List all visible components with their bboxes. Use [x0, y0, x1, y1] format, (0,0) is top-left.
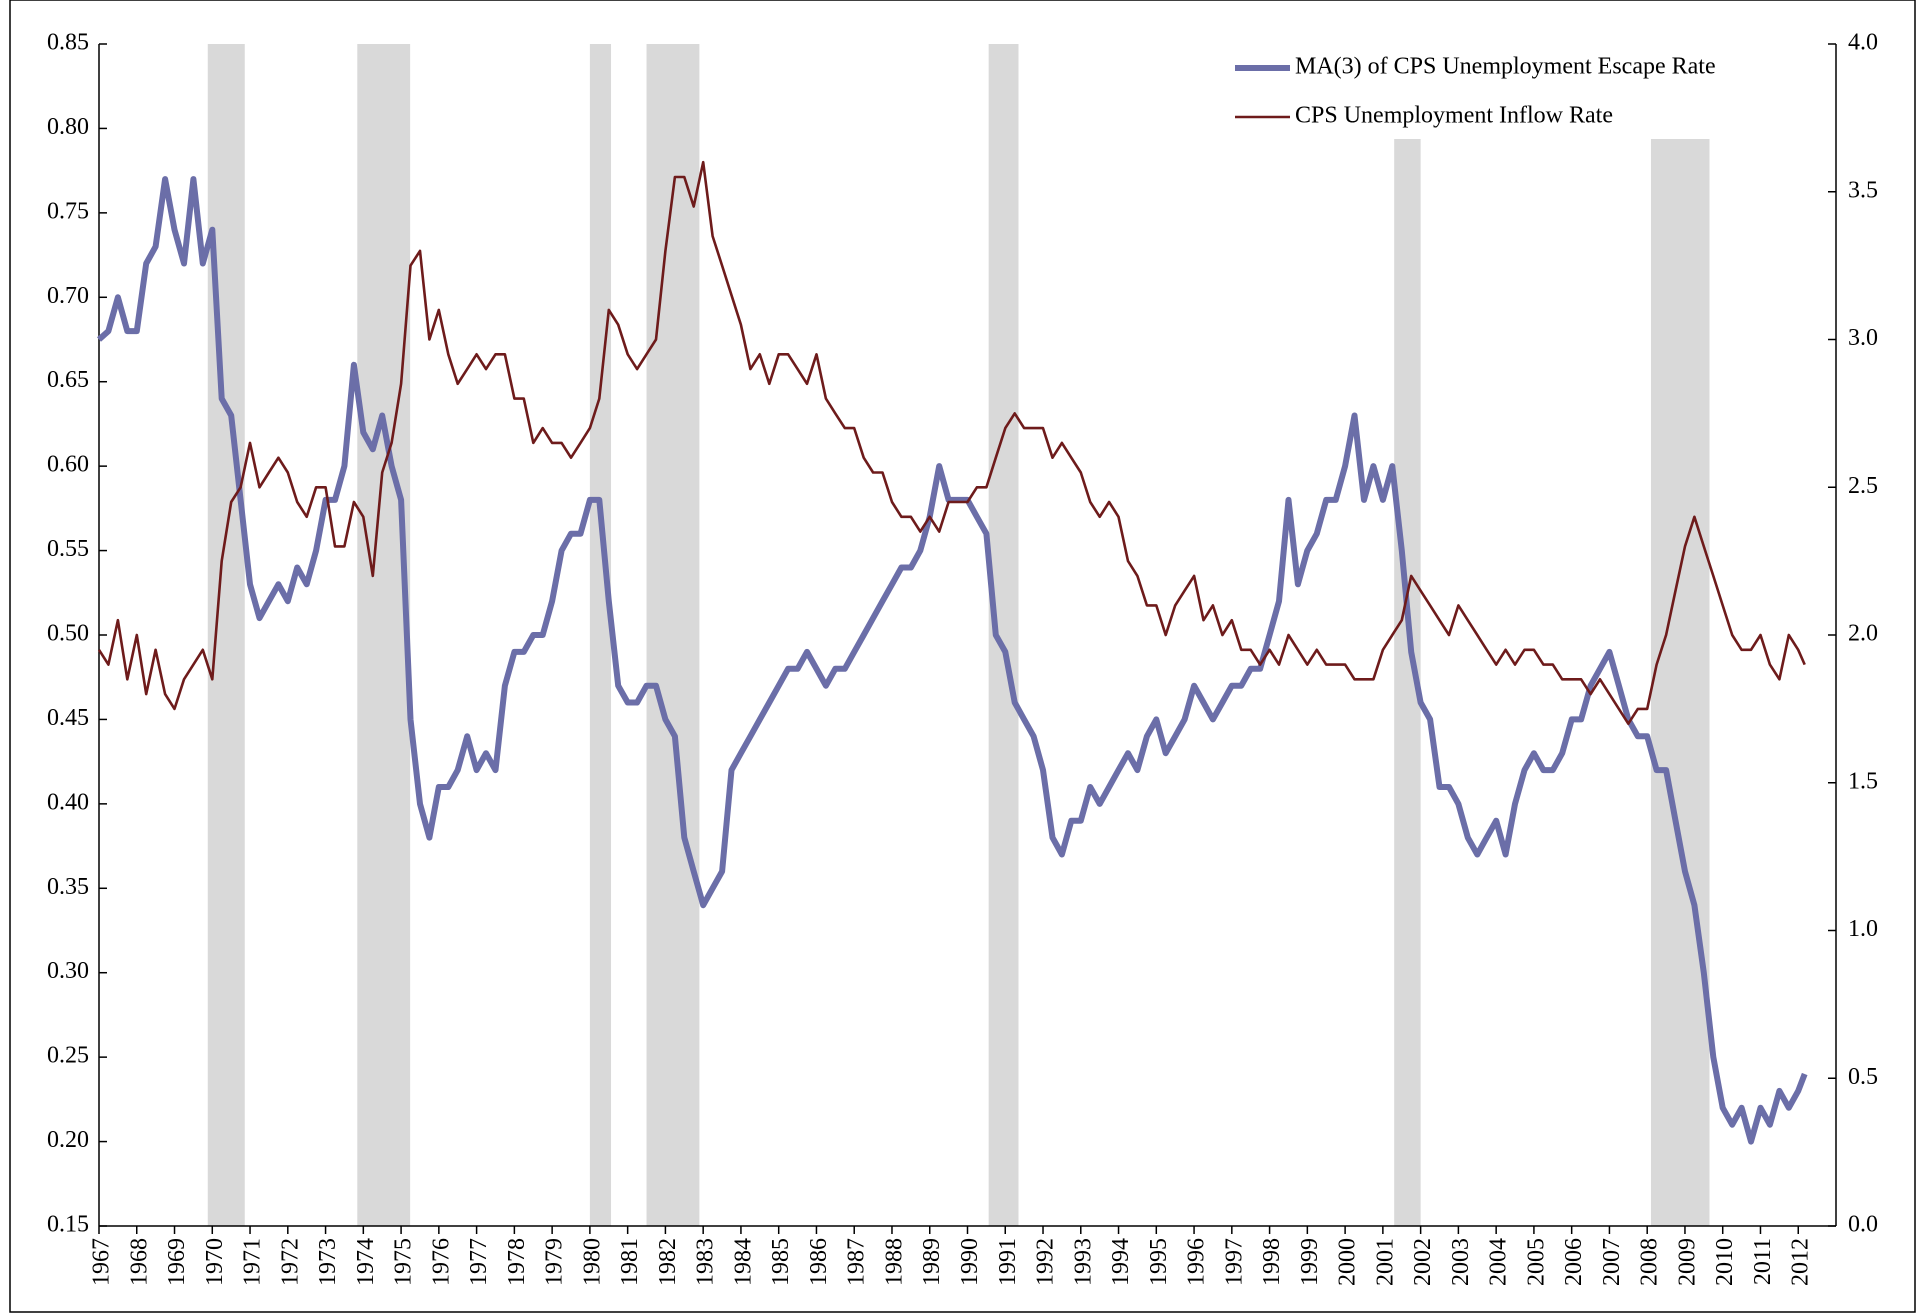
- y-tick-label: 0.65: [47, 367, 89, 393]
- y2-tick-label: 2.5: [1848, 473, 1878, 499]
- y2-tick-label: 4.0: [1848, 30, 1878, 56]
- recession-band: [1650, 139, 1710, 1226]
- x-tick-label: 1968: [126, 1238, 152, 1286]
- x-tick-label: 1978: [504, 1238, 530, 1286]
- y-tick-label: 0.15: [47, 1212, 89, 1238]
- x-tick-label: 1991: [995, 1238, 1021, 1286]
- recession-band: [207, 44, 245, 1226]
- x-tick-label: 2011: [1750, 1238, 1776, 1285]
- x-tick-label: 2000: [1335, 1238, 1361, 1286]
- recession-band: [589, 44, 612, 1226]
- x-tick-label: 1983: [693, 1238, 719, 1286]
- x-tick-label: 1974: [353, 1238, 379, 1286]
- x-tick-label: 1993: [1070, 1238, 1096, 1286]
- x-tick-label: 2001: [1372, 1238, 1398, 1286]
- y2-tick-label: 2.0: [1848, 621, 1878, 647]
- frame: [9, 0, 1916, 1313]
- y-tick-label: 0.75: [47, 198, 89, 224]
- y-tick-label: 0.35: [47, 874, 89, 900]
- x-tick-label: 1981: [617, 1238, 643, 1286]
- y2-tick-label: 0.0: [1848, 1212, 1878, 1238]
- x-tick-label: 1984: [730, 1238, 756, 1286]
- y-tick-label: 0.85: [47, 30, 89, 56]
- x-tick-label: 1970: [202, 1238, 228, 1286]
- x-tick-label: 1985: [768, 1238, 794, 1286]
- x-tick-label: 2010: [1712, 1238, 1738, 1286]
- legend-label: CPS Unemployment Inflow Rate: [1295, 103, 1613, 129]
- x-tick-label: 1967: [89, 1238, 115, 1286]
- x-tick-label: 1996: [1184, 1238, 1210, 1286]
- series-line: [97, 176, 1808, 1145]
- recession-band: [357, 44, 411, 1226]
- y-tick-label: 0.25: [47, 1043, 89, 1069]
- x-tick-label: 1977: [466, 1238, 492, 1286]
- y-tick-label: 0.50: [47, 621, 89, 647]
- y2-tick-label: 3.5: [1848, 177, 1878, 203]
- y2-tick-label: 1.5: [1848, 768, 1878, 794]
- x-tick-label: 1998: [1259, 1238, 1285, 1286]
- y-tick-label: 0.45: [47, 705, 89, 731]
- y2-tick-label: 3.0: [1848, 325, 1878, 351]
- y-tick-label: 0.60: [47, 452, 89, 478]
- legend-label: MA(3) of CPS Unemployment Escape Rate: [1295, 54, 1716, 80]
- recession-band: [646, 44, 700, 1226]
- x-tick-label: 2006: [1561, 1238, 1587, 1286]
- x-tick-label: 1979: [542, 1238, 568, 1286]
- y-tick-label: 0.30: [47, 958, 89, 984]
- x-tick-label: 1988: [881, 1238, 907, 1286]
- x-tick-label: 2002: [1410, 1238, 1436, 1286]
- x-tick-label: 1987: [844, 1238, 870, 1286]
- x-tick-label: 1997: [1221, 1238, 1247, 1286]
- x-tick-label: 1980: [579, 1238, 605, 1286]
- x-tick-label: 1971: [240, 1238, 266, 1286]
- x-tick-label: 1982: [655, 1238, 681, 1286]
- x-tick-label: 1989: [919, 1238, 945, 1286]
- y2-tick-label: 1.0: [1848, 916, 1878, 942]
- x-tick-label: 1995: [1146, 1238, 1172, 1286]
- x-tick-label: 2008: [1637, 1238, 1663, 1286]
- series-line: [97, 160, 1806, 725]
- x-tick-label: 1976: [428, 1238, 454, 1286]
- x-tick-label: 1994: [1108, 1238, 1134, 1286]
- x-tick-label: 1969: [164, 1238, 190, 1286]
- x-tick-label: 1975: [391, 1238, 417, 1286]
- x-tick-label: 2004: [1486, 1238, 1512, 1286]
- x-tick-label: 2003: [1448, 1238, 1474, 1286]
- x-tick-label: 2009: [1674, 1238, 1700, 1286]
- x-tick-label: 1999: [1297, 1238, 1323, 1286]
- x-tick-label: 2007: [1599, 1238, 1625, 1286]
- x-tick-label: 1992: [1033, 1238, 1059, 1286]
- x-tick-label: 1986: [806, 1238, 832, 1286]
- x-tick-label: 2012: [1788, 1238, 1814, 1286]
- x-tick-label: 2005: [1523, 1238, 1549, 1286]
- y-tick-label: 0.55: [47, 536, 89, 562]
- x-tick-label: 1990: [957, 1238, 983, 1286]
- x-tick-label: 1973: [315, 1238, 341, 1286]
- y-tick-label: 0.20: [47, 1127, 89, 1153]
- x-tick-label: 1972: [277, 1238, 303, 1286]
- y-tick-label: 0.80: [47, 114, 89, 140]
- y2-tick-label: 0.5: [1848, 1064, 1878, 1090]
- y-tick-label: 0.70: [47, 283, 89, 309]
- y-tick-label: 0.40: [47, 789, 89, 815]
